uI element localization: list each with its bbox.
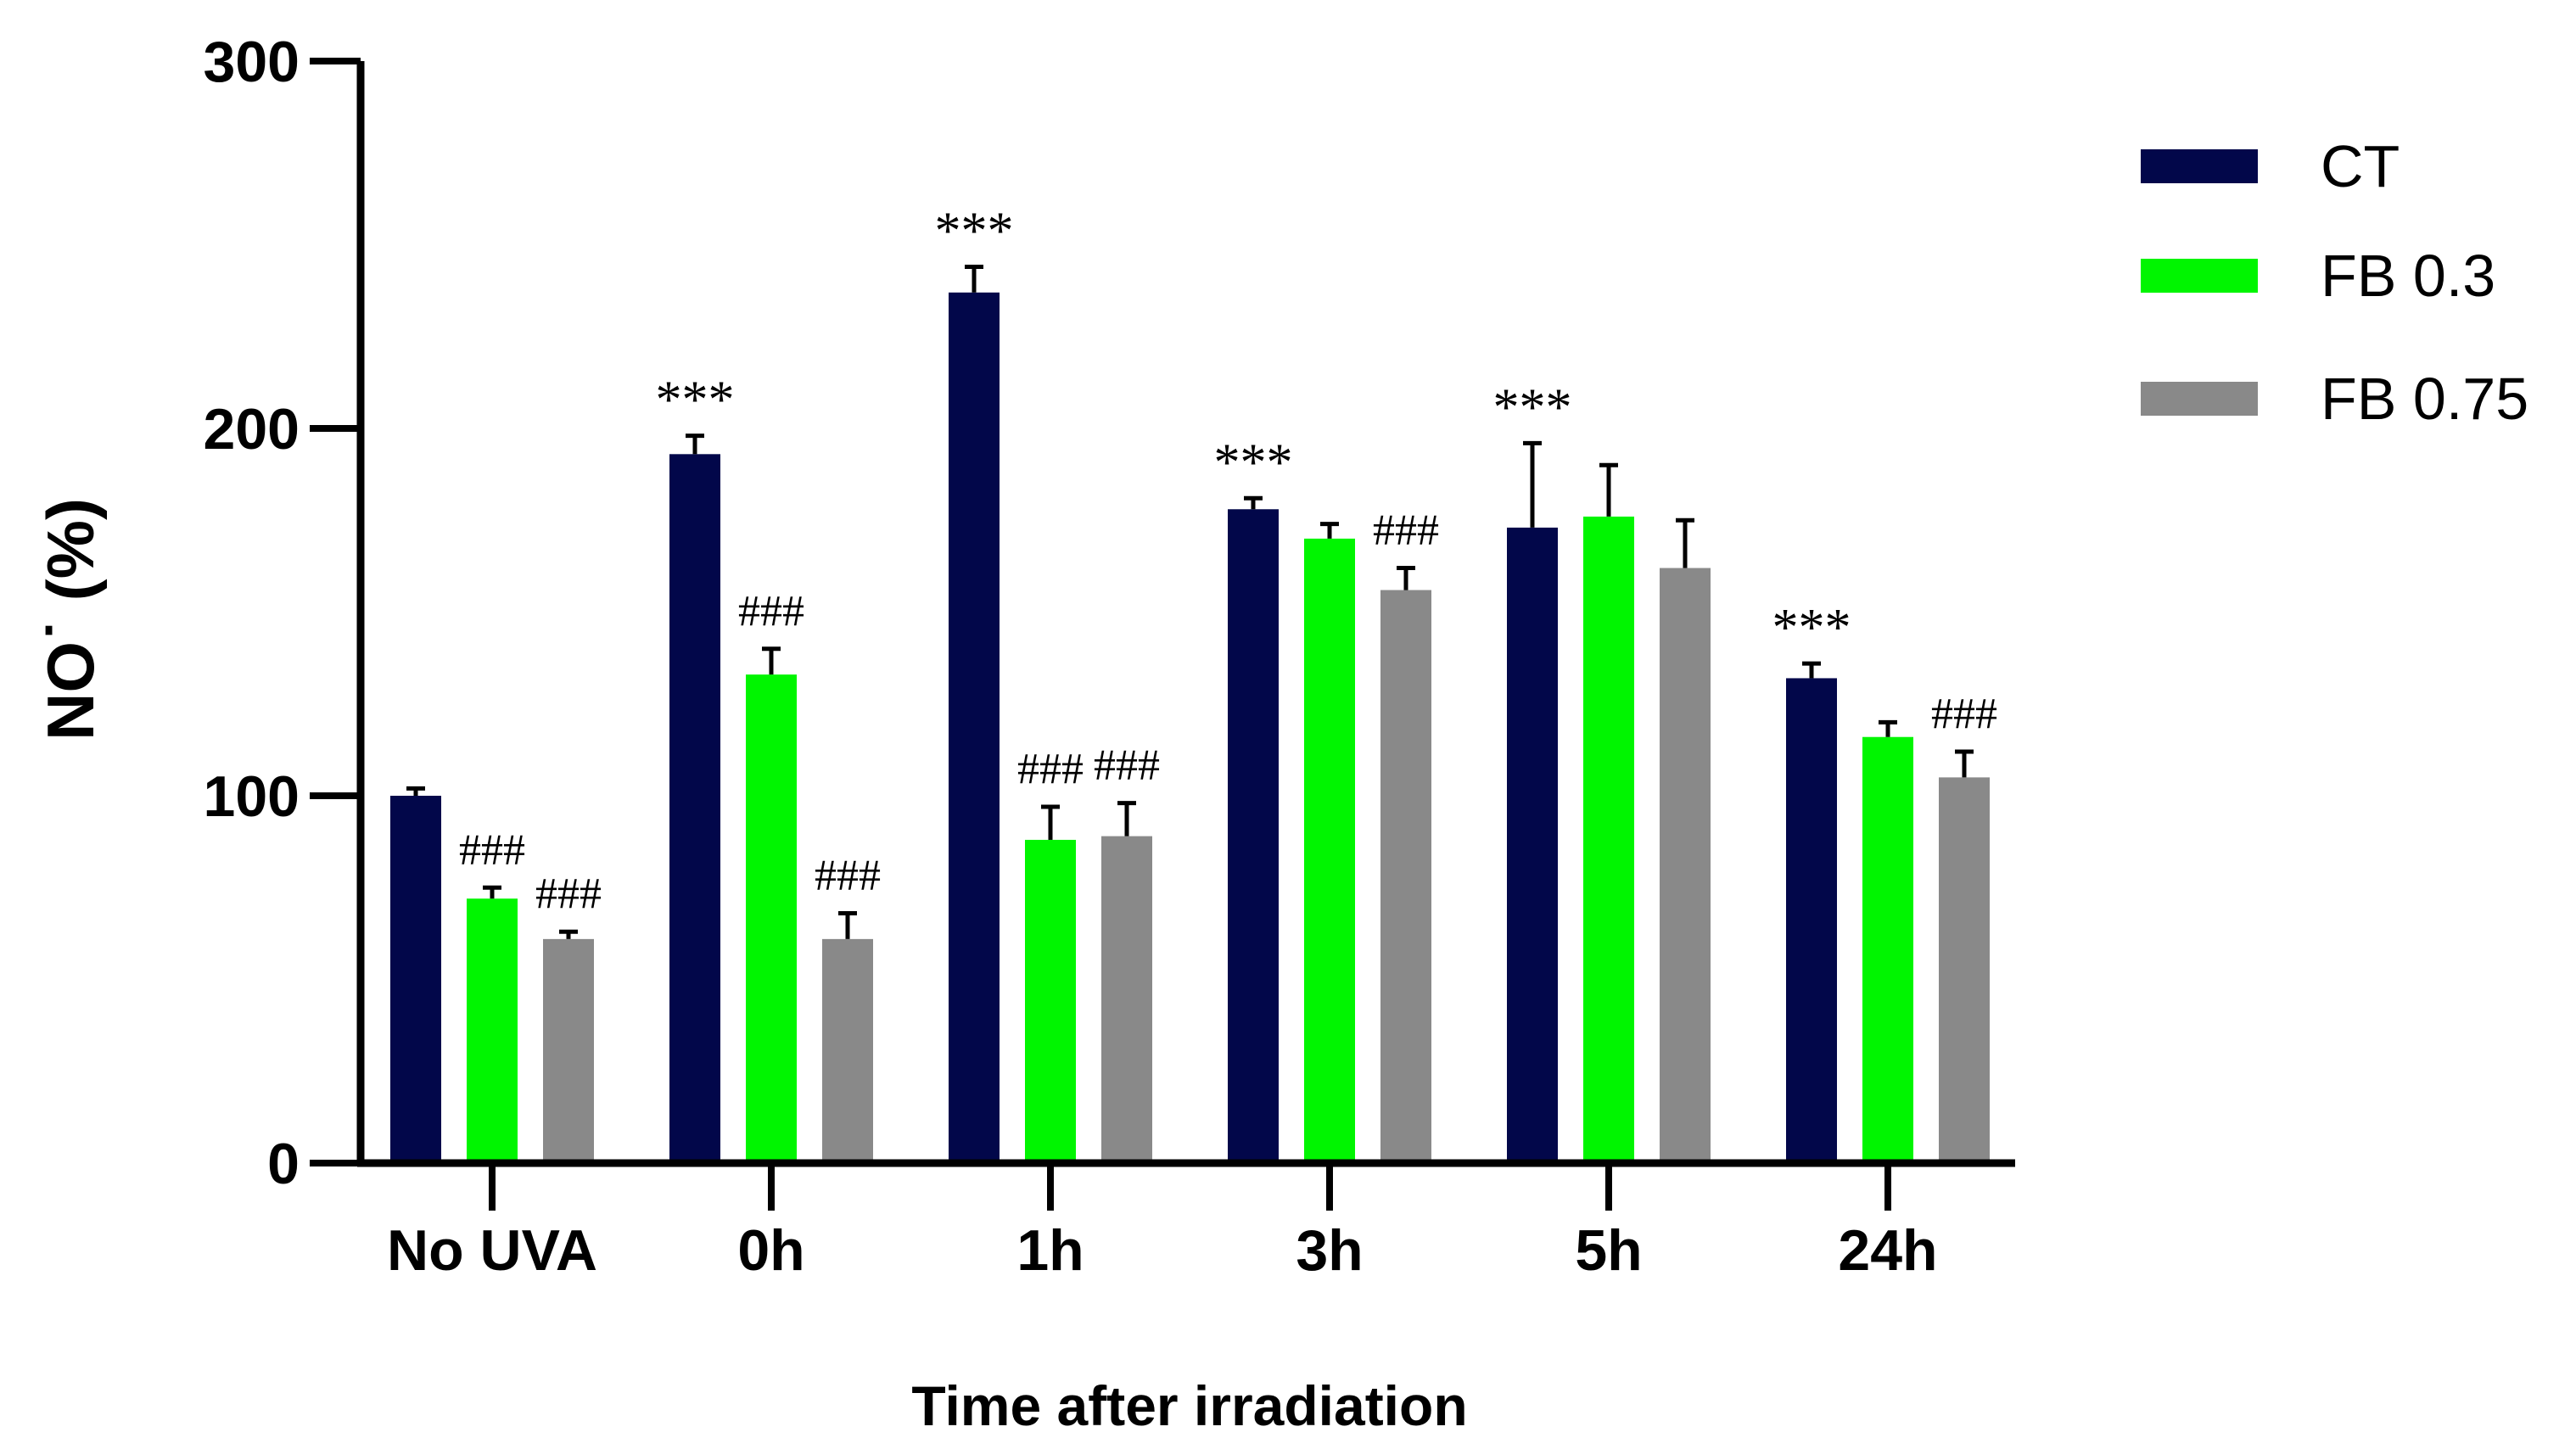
- y-tick-label: 100: [204, 764, 300, 829]
- bars-layer: [390, 292, 1990, 1163]
- y-tick-label: 200: [204, 397, 300, 462]
- significance-hashes: ###: [1373, 506, 1439, 555]
- legend: CT FB 0.3 FB 0.75: [2141, 133, 2528, 432]
- bar-fb-0-75-5h: [1660, 568, 1711, 1163]
- bar-ct-5h: [1507, 527, 1558, 1163]
- bar-fb-0-3-1h: [1025, 839, 1076, 1163]
- legend-label-fb-0-75: FB 0.75: [2321, 366, 2528, 432]
- legend-swatch-ct: [2141, 149, 2258, 183]
- x-tick-label: 0h: [737, 1218, 804, 1283]
- legend-swatch-fb-0-75: [2141, 382, 2258, 416]
- y-axis-title: NO˙ (%): [33, 498, 108, 741]
- x-axis-title: Time after irradiation: [911, 1374, 1467, 1437]
- y-tick-label: 300: [204, 30, 300, 94]
- significance-hashes: ###: [535, 870, 602, 918]
- x-tick-label: 3h: [1296, 1218, 1363, 1283]
- bar-fb-0-3-3h: [1304, 538, 1355, 1163]
- bar-fb-0-75-0h: [822, 938, 873, 1163]
- bar-fb-0-75-1h: [1101, 836, 1152, 1163]
- significance-hashes: ###: [815, 852, 881, 900]
- bar-fb-0-3-0h: [746, 674, 797, 1163]
- significance-annotations-layer: ***************############ ############: [459, 202, 1997, 918]
- bar-fb-0-3-no-uva: [467, 898, 518, 1163]
- significance-hashes: ###: [1931, 690, 1997, 738]
- bar-ct-24h: [1786, 678, 1837, 1163]
- bar-fb-0-75-no-uva: [543, 938, 594, 1163]
- x-tick-label: 24h: [1838, 1218, 1937, 1283]
- significance-hashes: ###: [738, 587, 804, 635]
- x-tick-label: No UVA: [387, 1218, 597, 1283]
- significance-stars: ***: [1772, 599, 1851, 657]
- significance-hashes: ###: [459, 825, 525, 874]
- legend-swatch-fb-0-3: [2141, 259, 2258, 293]
- significance-stars: ***: [1214, 434, 1293, 491]
- significance-stars: ***: [935, 202, 1014, 260]
- axes-layer: 0 100 200 300 No UVA 0h 1h 3h 5h 24h: [204, 30, 2015, 1283]
- significance-hashes: ###: [1017, 745, 1084, 793]
- bar-fb-0-75-3h: [1380, 590, 1431, 1163]
- bar-fb-0-3-5h: [1583, 516, 1634, 1163]
- significance-stars: ***: [1493, 378, 1572, 436]
- bar-ct-1h: [949, 292, 1000, 1163]
- significance-hashes: ###: [1094, 741, 1160, 790]
- y-tick-label: 0: [267, 1132, 300, 1196]
- x-tick-label: 5h: [1575, 1218, 1642, 1283]
- legend-label-ct: CT: [2321, 133, 2400, 199]
- bar-ct-no-uva: [390, 796, 441, 1163]
- significance-stars: ***: [656, 372, 735, 429]
- bar-fb-0-3-24h: [1862, 736, 1913, 1163]
- bar-ct-0h: [669, 454, 720, 1163]
- error-bars-layer: [406, 264, 1974, 939]
- x-tick-label: 1h: [1016, 1218, 1084, 1283]
- legend-label-fb-0-3: FB 0.3: [2321, 243, 2495, 309]
- bar-ct-3h: [1228, 509, 1279, 1163]
- bar-fb-0-75-24h: [1939, 777, 1990, 1163]
